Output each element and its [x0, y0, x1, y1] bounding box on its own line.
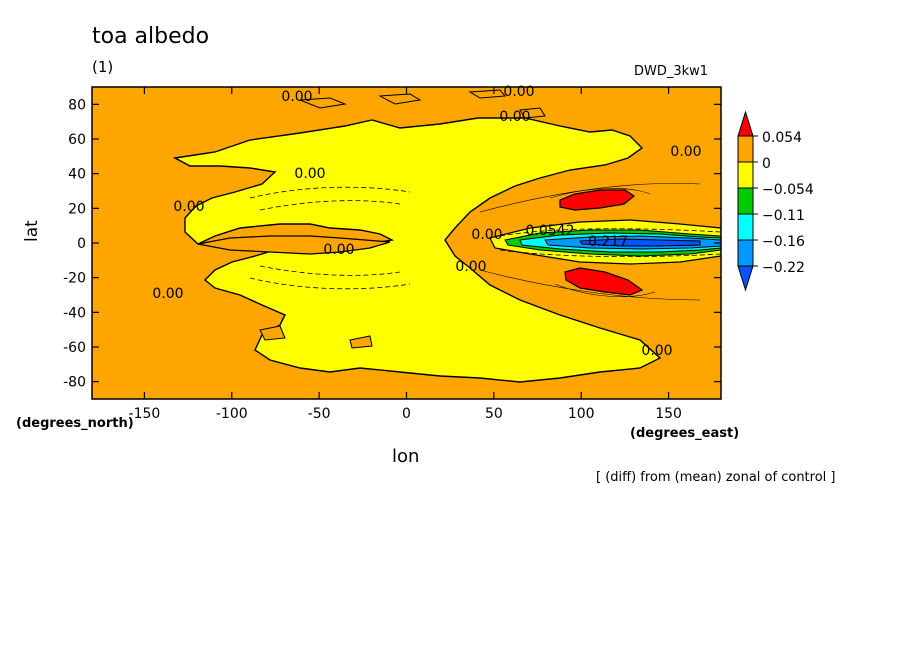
colorbar-segment — [737, 161, 754, 189]
contour-label: 0.00 — [641, 343, 672, 359]
colorbar-segment — [737, 265, 754, 292]
y-tick-label: -80 — [63, 375, 86, 391]
y-tick-label: 40 — [68, 167, 86, 183]
contour-label: 0.00 — [455, 259, 486, 275]
x-tick-label: -50 — [308, 406, 331, 422]
y-tick-label: -20 — [63, 271, 86, 287]
model-label: DWD_3kw1 — [634, 64, 709, 79]
x-tick-label: -150 — [129, 406, 161, 422]
y-tick-label: 20 — [68, 201, 86, 217]
colorbar-label: −0.22 — [762, 260, 805, 276]
colorbar: 0.054 0 −0.054 −0.11 −0.16 −0.22 — [737, 110, 814, 292]
red-region-south — [564, 267, 644, 296]
colorbar-label: 0.054 — [762, 130, 802, 146]
deep-blue-core — [579, 238, 701, 247]
colorbar-label: −0.054 — [762, 182, 814, 198]
dashed-contours — [249, 186, 721, 290]
orange-tongue-west — [197, 235, 391, 255]
x-tick-label: -100 — [216, 406, 248, 422]
contour-label: 0.00 — [670, 144, 701, 160]
y-axis-units: (degrees_north) — [16, 416, 134, 431]
contour-label: 0.00 — [499, 109, 530, 125]
chart-subtitle: (1) — [92, 58, 114, 76]
contour-label: 0.0542 — [526, 223, 575, 239]
red-region-north — [559, 189, 636, 211]
colorbar-segment — [737, 110, 754, 137]
contour-label: 0.00 — [152, 286, 183, 302]
chart-title: toa albedo — [92, 24, 210, 49]
x-tick-label: 0 — [402, 406, 411, 422]
colorbar-label: −0.16 — [762, 234, 805, 250]
contour-label: 0.00 — [471, 227, 502, 243]
contour-label-layer: 0.00 0.00 0.00 0.00 0.00 0.00 0.00 0.00 0.00 0.00… — [152, 84, 701, 359]
x-tick-label: 50 — [485, 406, 503, 422]
y-tick-label: 60 — [68, 132, 86, 148]
thin-contours — [479, 183, 701, 301]
orange-islands — [259, 89, 546, 349]
colorbar-segment — [737, 213, 754, 241]
contour-label: 0.00 — [173, 199, 204, 215]
y-tick-label: -60 — [63, 340, 86, 356]
y-tick-label: 80 — [68, 97, 86, 113]
field-layer — [92, 87, 721, 399]
contour-label: 0.00 — [281, 89, 312, 105]
y-tick-label: 0 — [77, 236, 86, 252]
contour-label: 0.00 — [294, 166, 325, 182]
contour-label: 0.00 — [323, 242, 354, 258]
colorbar-label: 0 — [762, 156, 771, 172]
x-axis-label: lon — [392, 446, 420, 467]
x-tick-label: 100 — [568, 406, 595, 422]
contour-label: 0.217 — [588, 234, 628, 250]
colorbar-label: −0.11 — [762, 208, 805, 224]
axis-ticks: -150 -100 -50 0 50 100 150 80 60 40 20 0 -20 -40 -60 -8… — [63, 87, 721, 422]
comparison-note: [ (diff) from (mean) zonal of control ] — [596, 470, 836, 485]
y-tick-label: -40 — [63, 305, 86, 321]
colorbar-segment — [737, 135, 754, 163]
contour-label: 0.00 — [503, 84, 534, 100]
yellow-region-main — [172, 117, 662, 383]
x-tick-label: 150 — [655, 406, 682, 422]
colorbar-segment — [737, 239, 754, 267]
colorbar-segment — [737, 187, 754, 215]
x-axis-units: (degrees_east) — [630, 426, 740, 441]
